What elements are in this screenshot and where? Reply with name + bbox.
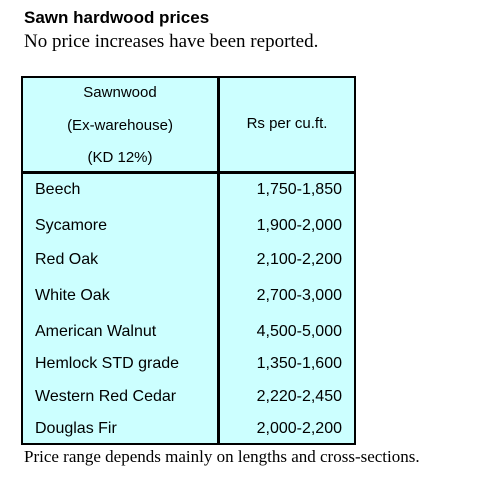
table-row: Douglas Fir 2,000-2,200: [23, 418, 354, 442]
wood-name: Hemlock STD grade: [35, 355, 180, 372]
table-row: Hemlock STD grade 1,350-1,600: [23, 353, 354, 377]
wood-price: 1,750-1,850: [256, 181, 342, 198]
footnote: Price range depends mainly on lengths an…: [24, 447, 420, 466]
header-line: Sawnwood: [83, 84, 157, 101]
wood-name: Red Oak: [35, 251, 99, 268]
wood-name: American Walnut: [35, 323, 157, 340]
table-row: Western Red Cedar 2,220-2,450: [23, 386, 354, 410]
wood-price: 1,350-1,600: [256, 355, 342, 372]
header-price-unit: Rs per cu.ft.: [246, 115, 328, 132]
wood-price: 2,700-3,000: [256, 287, 342, 304]
wood-name: Beech: [35, 181, 81, 198]
table-row: American Walnut 4,500-5,000: [23, 321, 354, 345]
header-divider: [23, 171, 354, 174]
page-subtitle: No price increases have been reported.: [24, 31, 319, 52]
wood-name: White Oak: [35, 287, 110, 304]
price-table: Sawnwood (Ex-warehouse) (KD 12%) Rs per …: [21, 76, 356, 445]
table-row: Beech 1,750-1,850: [23, 179, 354, 203]
header-line: (KD 12%): [87, 149, 153, 166]
wood-price: 1,900-2,000: [256, 217, 342, 234]
page-title: Sawn hardwood prices: [24, 8, 210, 27]
header-sawnwood: Sawnwood (Ex-warehouse) (KD 12%): [23, 78, 217, 171]
wood-price: 2,220-2,450: [256, 388, 342, 405]
wood-name: Western Red Cedar: [35, 388, 177, 405]
wood-price: 2,100-2,200: [256, 251, 342, 268]
table-row: Sycamore 1,900-2,000: [23, 215, 354, 239]
header-line: (Ex-warehouse): [67, 117, 173, 134]
table-row: White Oak 2,700-3,000: [23, 285, 354, 309]
wood-price: 2,000-2,200: [256, 420, 342, 437]
wood-name: Sycamore: [35, 217, 108, 234]
column-divider: [217, 78, 220, 443]
wood-price: 4,500-5,000: [256, 323, 342, 340]
wood-name: Douglas Fir: [35, 420, 117, 437]
table-row: Red Oak 2,100-2,200: [23, 249, 354, 273]
